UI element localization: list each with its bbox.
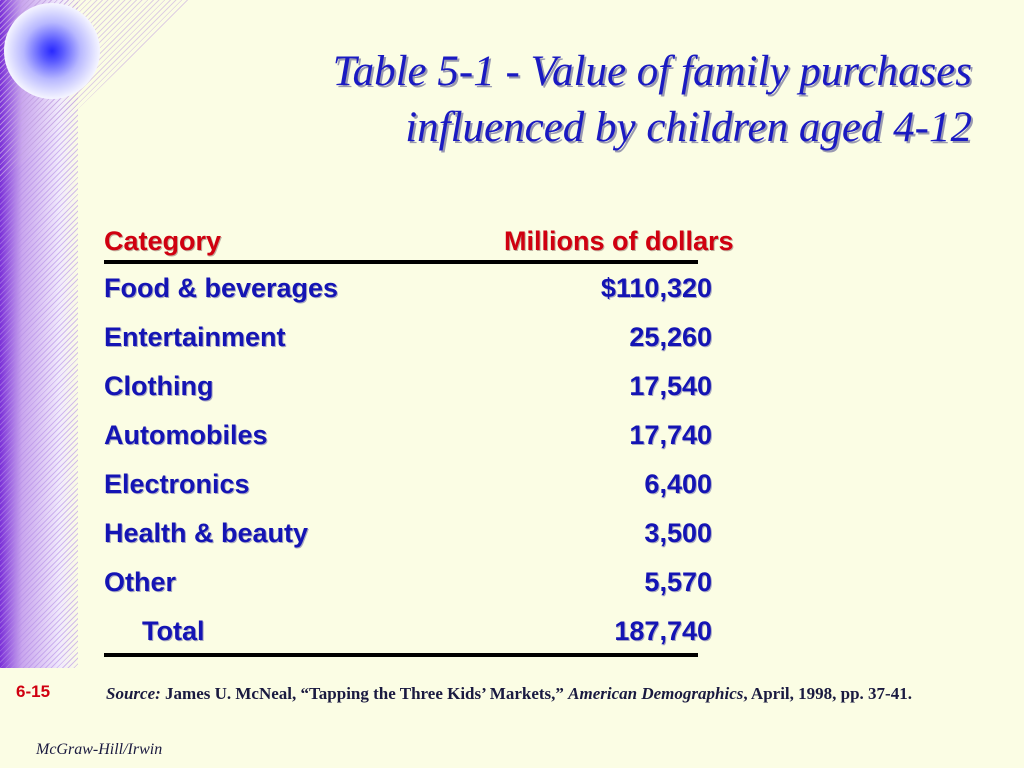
- table-row: Clothing 17,540: [104, 362, 804, 411]
- row-category: Entertainment: [104, 322, 286, 352]
- row-category: Food & beverages: [104, 273, 339, 303]
- header-rule: [104, 260, 698, 264]
- decorative-orb-icon: [4, 3, 100, 99]
- source-publication: American Demographics: [568, 684, 744, 703]
- row-category: Clothing: [104, 371, 214, 401]
- table-header-row: Category Millions of dollars: [104, 222, 804, 260]
- total-value: 187,740: [614, 616, 712, 646]
- footer-rule: [104, 653, 698, 657]
- source-label: Source:: [106, 684, 161, 703]
- table-row: Electronics 6,400: [104, 460, 804, 509]
- table-row: Other 5,570: [104, 558, 804, 607]
- row-category: Electronics: [104, 469, 250, 499]
- publisher-footer: McGraw-Hill/Irwin: [36, 741, 163, 758]
- row-category: Health & beauty: [104, 518, 309, 548]
- table-row: Automobiles 17,740: [104, 411, 804, 460]
- purchases-table: Category Millions of dollars Food & beve…: [104, 222, 804, 657]
- source-citation: Source: James U. McNeal, “Tapping the Th…: [106, 681, 1016, 706]
- table-row: Food & beverages $110,320: [104, 264, 804, 313]
- row-value: $110,320: [600, 273, 712, 303]
- row-value: 17,740: [629, 420, 712, 450]
- row-value: 25,260: [629, 322, 712, 352]
- table-row: Entertainment 25,260: [104, 313, 804, 362]
- slide-title: Table 5-1 - Value of family purchases in…: [132, 44, 972, 156]
- source-details: , April, 1998, pp. 37-41.: [743, 684, 912, 703]
- slide-number: 6-15: [16, 682, 51, 701]
- total-label: Total: [142, 616, 205, 646]
- row-category: Other: [104, 567, 177, 597]
- title-line-1: Table 5-1 - Value of family purchases: [332, 48, 972, 95]
- table-row: Health & beauty 3,500: [104, 509, 804, 558]
- row-value: 3,500: [644, 518, 712, 548]
- row-value: 5,570: [644, 567, 712, 597]
- table-total-row: Total 187,740: [104, 607, 804, 653]
- row-value: 6,400: [644, 469, 712, 499]
- source-text: James U. McNeal, “Tapping the Three Kids…: [165, 684, 564, 703]
- title-line-2: influenced by children aged 4-12: [405, 104, 972, 151]
- header-category: Category: [104, 226, 222, 256]
- header-value: Millions of dollars: [504, 226, 734, 256]
- row-value: 17,540: [629, 371, 712, 401]
- row-category: Automobiles: [104, 420, 268, 450]
